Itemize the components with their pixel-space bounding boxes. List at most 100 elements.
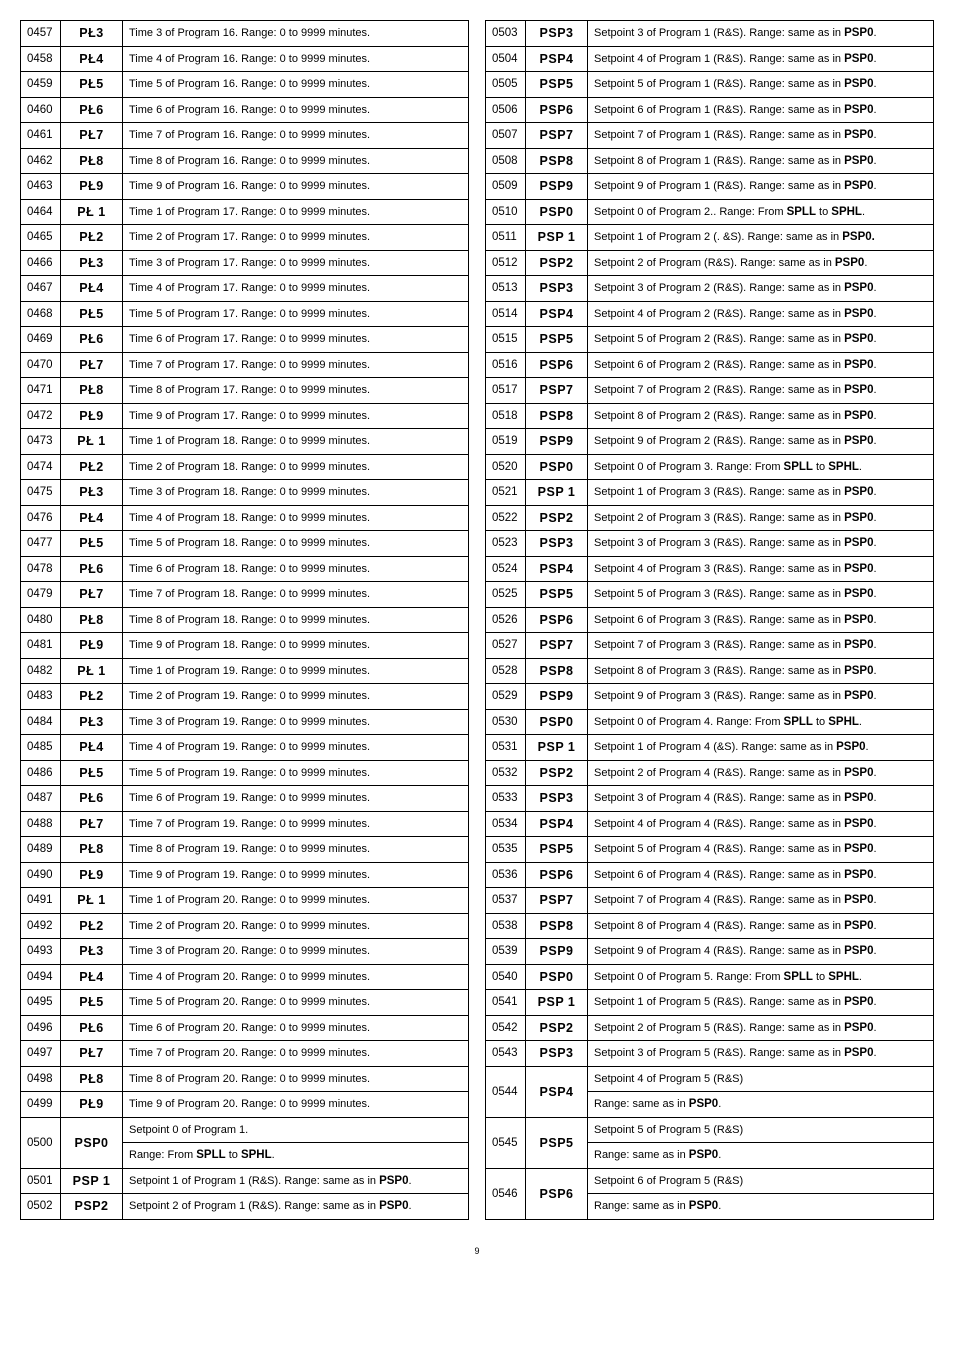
row-desc: Time 8 of Program 18. Range: 0 to 9999 m…: [123, 607, 469, 633]
row-index: 0531: [486, 735, 526, 761]
table-row: 0530PSP0Setpoint 0 of Program 4. Range: …: [486, 709, 934, 735]
row-code: PŁ9: [61, 862, 123, 888]
row-index: 0498: [21, 1066, 61, 1092]
row-index: 0519: [486, 429, 526, 455]
table-row: 0518PSP8Setpoint 8 of Program 2 (R&S). R…: [486, 403, 934, 429]
row-code: PSP3: [526, 1041, 588, 1067]
row-desc: Setpoint 1 of Program 3 (R&S). Range: sa…: [588, 480, 934, 506]
row-code: PŁ4: [61, 46, 123, 72]
table-row: 0484PŁ3Time 3 of Program 19. Range: 0 to…: [21, 709, 469, 735]
row-index: 0482: [21, 658, 61, 684]
row-index: 0505: [486, 72, 526, 98]
row-index: 0470: [21, 352, 61, 378]
row-index: 0501: [21, 1168, 61, 1194]
row-index: 0496: [21, 1015, 61, 1041]
table-row: 0532PSP2Setpoint 2 of Program 4 (R&S). R…: [486, 760, 934, 786]
table-row: 0487PŁ6Time 6 of Program 19. Range: 0 to…: [21, 786, 469, 812]
table-row: 0475PŁ3Time 3 of Program 18. Range: 0 to…: [21, 480, 469, 506]
table-row: 0486PŁ5Time 5 of Program 19. Range: 0 to…: [21, 760, 469, 786]
row-index: 0537: [486, 888, 526, 914]
row-desc: Setpoint 5 of Program 4 (R&S). Range: sa…: [588, 837, 934, 863]
row-desc: Setpoint 2 of Program 4 (R&S). Range: sa…: [588, 760, 934, 786]
row-code: PŁ4: [61, 276, 123, 302]
row-index: 0480: [21, 607, 61, 633]
row-code: PSP9: [526, 684, 588, 710]
row-code: PŁ2: [61, 684, 123, 710]
row-code: PSP0: [526, 964, 588, 990]
row-index: 0512: [486, 250, 526, 276]
row-code: PSP7: [526, 378, 588, 404]
table-row: 0502PSP2Setpoint 2 of Program 1 (R&S). R…: [21, 1194, 469, 1220]
row-code: PSP5: [526, 837, 588, 863]
row-code: PŁ3: [61, 21, 123, 47]
row-code: PSP 1: [526, 480, 588, 506]
page-columns: 0457PŁ3Time 3 of Program 16. Range: 0 to…: [20, 20, 934, 1220]
row-index: 0477: [21, 531, 61, 557]
row-code: PŁ7: [61, 352, 123, 378]
row-code: PŁ9: [61, 174, 123, 200]
row-index: 0538: [486, 913, 526, 939]
row-desc: Time 7 of Program 17. Range: 0 to 9999 m…: [123, 352, 469, 378]
row-desc: Setpoint 2 of Program (R&S). Range: same…: [588, 250, 934, 276]
row-index: 0517: [486, 378, 526, 404]
table-row: 0520PSP0Setpoint 0 of Program 3. Range: …: [486, 454, 934, 480]
row-desc: Time 6 of Program 18. Range: 0 to 9999 m…: [123, 556, 469, 582]
row-desc: Setpoint 1 of Program 1 (R&S). Range: sa…: [123, 1168, 469, 1194]
table-row: 0459PŁ5Time 5 of Program 16. Range: 0 to…: [21, 72, 469, 98]
row-code: PSP4: [526, 811, 588, 837]
row-desc: Range: same as in PSP0.: [588, 1143, 934, 1169]
row-index: 0518: [486, 403, 526, 429]
table-row: 0506PSP6Setpoint 6 of Program 1 (R&S). R…: [486, 97, 934, 123]
row-index: 0508: [486, 148, 526, 174]
right-table: 0503PSP3Setpoint 3 of Program 1 (R&S). R…: [485, 20, 934, 1220]
row-desc: Setpoint 7 of Program 3 (R&S). Range: sa…: [588, 633, 934, 659]
row-desc: Setpoint 3 of Program 2 (R&S). Range: sa…: [588, 276, 934, 302]
row-code: PŁ6: [61, 556, 123, 582]
table-row: 0469PŁ6Time 6 of Program 17. Range: 0 to…: [21, 327, 469, 353]
row-desc: Time 8 of Program 19. Range: 0 to 9999 m…: [123, 837, 469, 863]
row-index: 0536: [486, 862, 526, 888]
table-row: 0493PŁ3Time 3 of Program 20. Range: 0 to…: [21, 939, 469, 965]
row-desc: Time 1 of Program 20. Range: 0 to 9999 m…: [123, 888, 469, 914]
row-desc: Range: From SPLL to SPHL.: [123, 1143, 469, 1169]
row-code: PSP5: [526, 1117, 588, 1168]
table-row: 0468PŁ5Time 5 of Program 17. Range: 0 to…: [21, 301, 469, 327]
table-row: 0478PŁ6Time 6 of Program 18. Range: 0 to…: [21, 556, 469, 582]
table-row: 0492PŁ2Time 2 of Program 20. Range: 0 to…: [21, 913, 469, 939]
row-code: PŁ7: [61, 811, 123, 837]
row-desc: Setpoint 4 of Program 2 (R&S). Range: sa…: [588, 301, 934, 327]
table-row: 0542PSP2Setpoint 2 of Program 5 (R&S). R…: [486, 1015, 934, 1041]
row-code: PSP2: [526, 760, 588, 786]
table-row: 0521PSP 1Setpoint 1 of Program 3 (R&S). …: [486, 480, 934, 506]
row-desc: Setpoint 9 of Program 3 (R&S). Range: sa…: [588, 684, 934, 710]
row-desc: Setpoint 6 of Program 1 (R&S). Range: sa…: [588, 97, 934, 123]
row-index: 0478: [21, 556, 61, 582]
row-code: PŁ9: [61, 403, 123, 429]
row-code: PSP0: [526, 709, 588, 735]
table-row: 0537PSP7Setpoint 7 of Program 4 (R&S). R…: [486, 888, 934, 914]
row-desc: Time 9 of Program 18. Range: 0 to 9999 m…: [123, 633, 469, 659]
row-desc: Time 2 of Program 17. Range: 0 to 9999 m…: [123, 225, 469, 251]
row-index: 0546: [486, 1168, 526, 1219]
table-row: 0526PSP6Setpoint 6 of Program 3 (R&S). R…: [486, 607, 934, 633]
row-desc: Setpoint 0 of Program 2.. Range: From SP…: [588, 199, 934, 225]
table-row: 0457PŁ3Time 3 of Program 16. Range: 0 to…: [21, 21, 469, 47]
row-index: 0510: [486, 199, 526, 225]
row-desc: Setpoint 2 of Program 3 (R&S). Range: sa…: [588, 505, 934, 531]
row-desc: Time 3 of Program 16. Range: 0 to 9999 m…: [123, 21, 469, 47]
row-code: PSP5: [526, 327, 588, 353]
row-desc: Setpoint 7 of Program 4 (R&S). Range: sa…: [588, 888, 934, 914]
row-desc: Time 8 of Program 16. Range: 0 to 9999 m…: [123, 148, 469, 174]
table-row: 0498PŁ8Time 8 of Program 20. Range: 0 to…: [21, 1066, 469, 1092]
table-row: 0512PSP2Setpoint 2 of Program (R&S). Ran…: [486, 250, 934, 276]
row-desc: Setpoint 9 of Program 2 (R&S). Range: sa…: [588, 429, 934, 455]
row-index: 0495: [21, 990, 61, 1016]
row-desc: Time 5 of Program 16. Range: 0 to 9999 m…: [123, 72, 469, 98]
row-code: PSP 1: [526, 735, 588, 761]
row-index: 0524: [486, 556, 526, 582]
table-row: 0513PSP3Setpoint 3 of Program 2 (R&S). R…: [486, 276, 934, 302]
row-code: PSP6: [526, 352, 588, 378]
row-code: PŁ4: [61, 964, 123, 990]
table-row: 0464PŁ 1Time 1 of Program 17. Range: 0 t…: [21, 199, 469, 225]
row-code: PSP8: [526, 148, 588, 174]
